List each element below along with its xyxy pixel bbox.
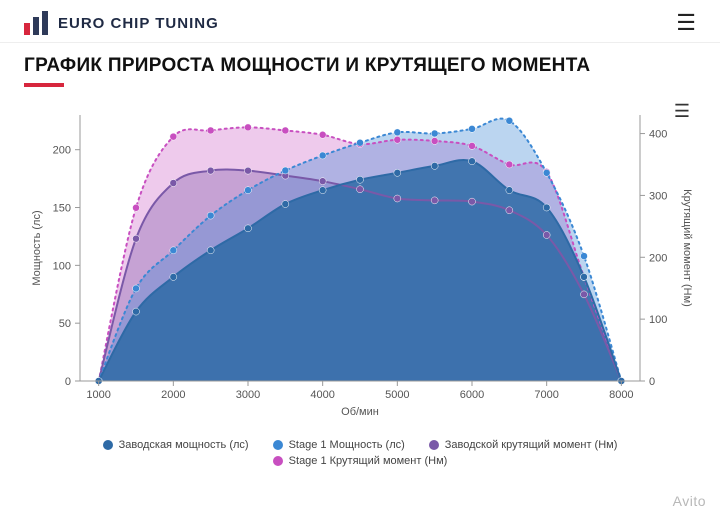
legend-label: Заводской крутящий момент (Нм) xyxy=(445,439,618,451)
chart-container: ☰ 10002000300040005000600070008000050100… xyxy=(24,97,696,467)
brand-text: EURO CHIP TUNING xyxy=(58,15,219,32)
title-underline xyxy=(24,83,64,87)
svg-text:1000: 1000 xyxy=(86,389,110,401)
header: EURO CHIP TUNING ☰ xyxy=(0,0,720,43)
svg-text:150: 150 xyxy=(53,203,71,215)
power-torque-chart: 1000200030004000500060007000800005010015… xyxy=(24,97,696,437)
page-title: ГРАФИК ПРИРОСТА МОЩНОСТИ И КРУТЯЩЕГО МОМ… xyxy=(24,55,696,77)
legend-label: Заводская мощность (лс) xyxy=(119,439,249,451)
svg-text:6000: 6000 xyxy=(460,389,484,401)
logo[interactable]: EURO CHIP TUNING xyxy=(24,11,219,35)
svg-text:300: 300 xyxy=(649,190,667,202)
svg-text:4000: 4000 xyxy=(310,389,334,401)
legend-dot-icon xyxy=(273,456,283,466)
svg-text:0: 0 xyxy=(65,376,71,388)
svg-text:3000: 3000 xyxy=(236,389,260,401)
legend-item[interactable]: Stage 1 Мощность (лс) xyxy=(273,439,405,451)
chart-menu-icon[interactable]: ☰ xyxy=(674,101,690,122)
svg-text:200: 200 xyxy=(53,145,71,157)
svg-text:400: 400 xyxy=(649,129,667,141)
chart-legend: Заводская мощность (лс) Stage 1 Мощность … xyxy=(24,439,696,467)
logo-icon xyxy=(24,11,48,35)
legend-label: Stage 1 Крутящий момент (Нм) xyxy=(289,455,448,467)
legend-item[interactable]: Stage 1 Крутящий момент (Нм) xyxy=(273,455,448,467)
svg-text:100: 100 xyxy=(649,314,667,326)
svg-text:7000: 7000 xyxy=(534,389,558,401)
svg-text:5000: 5000 xyxy=(385,389,409,401)
title-block: ГРАФИК ПРИРОСТА МОЩНОСТИ И КРУТЯЩЕГО МОМ… xyxy=(0,43,720,91)
svg-text:200: 200 xyxy=(649,252,667,264)
svg-text:0: 0 xyxy=(649,376,655,388)
svg-text:Об/мин: Об/мин xyxy=(341,406,379,418)
legend-dot-icon xyxy=(273,440,283,450)
svg-text:Мощность (лс): Мощность (лс) xyxy=(31,210,43,285)
hamburger-icon[interactable]: ☰ xyxy=(676,10,696,36)
watermark: Avito xyxy=(673,493,706,509)
svg-text:100: 100 xyxy=(53,260,71,272)
svg-text:8000: 8000 xyxy=(609,389,633,401)
svg-text:2000: 2000 xyxy=(161,389,185,401)
legend-dot-icon xyxy=(429,440,439,450)
legend-item[interactable]: Заводская мощность (лс) xyxy=(103,439,249,451)
legend-item[interactable]: Заводской крутящий момент (Нм) xyxy=(429,439,618,451)
legend-dot-icon xyxy=(103,440,113,450)
svg-text:Крутящий момент (Нм): Крутящий момент (Нм) xyxy=(681,189,693,307)
legend-label: Stage 1 Мощность (лс) xyxy=(289,439,405,451)
svg-text:50: 50 xyxy=(59,318,71,330)
